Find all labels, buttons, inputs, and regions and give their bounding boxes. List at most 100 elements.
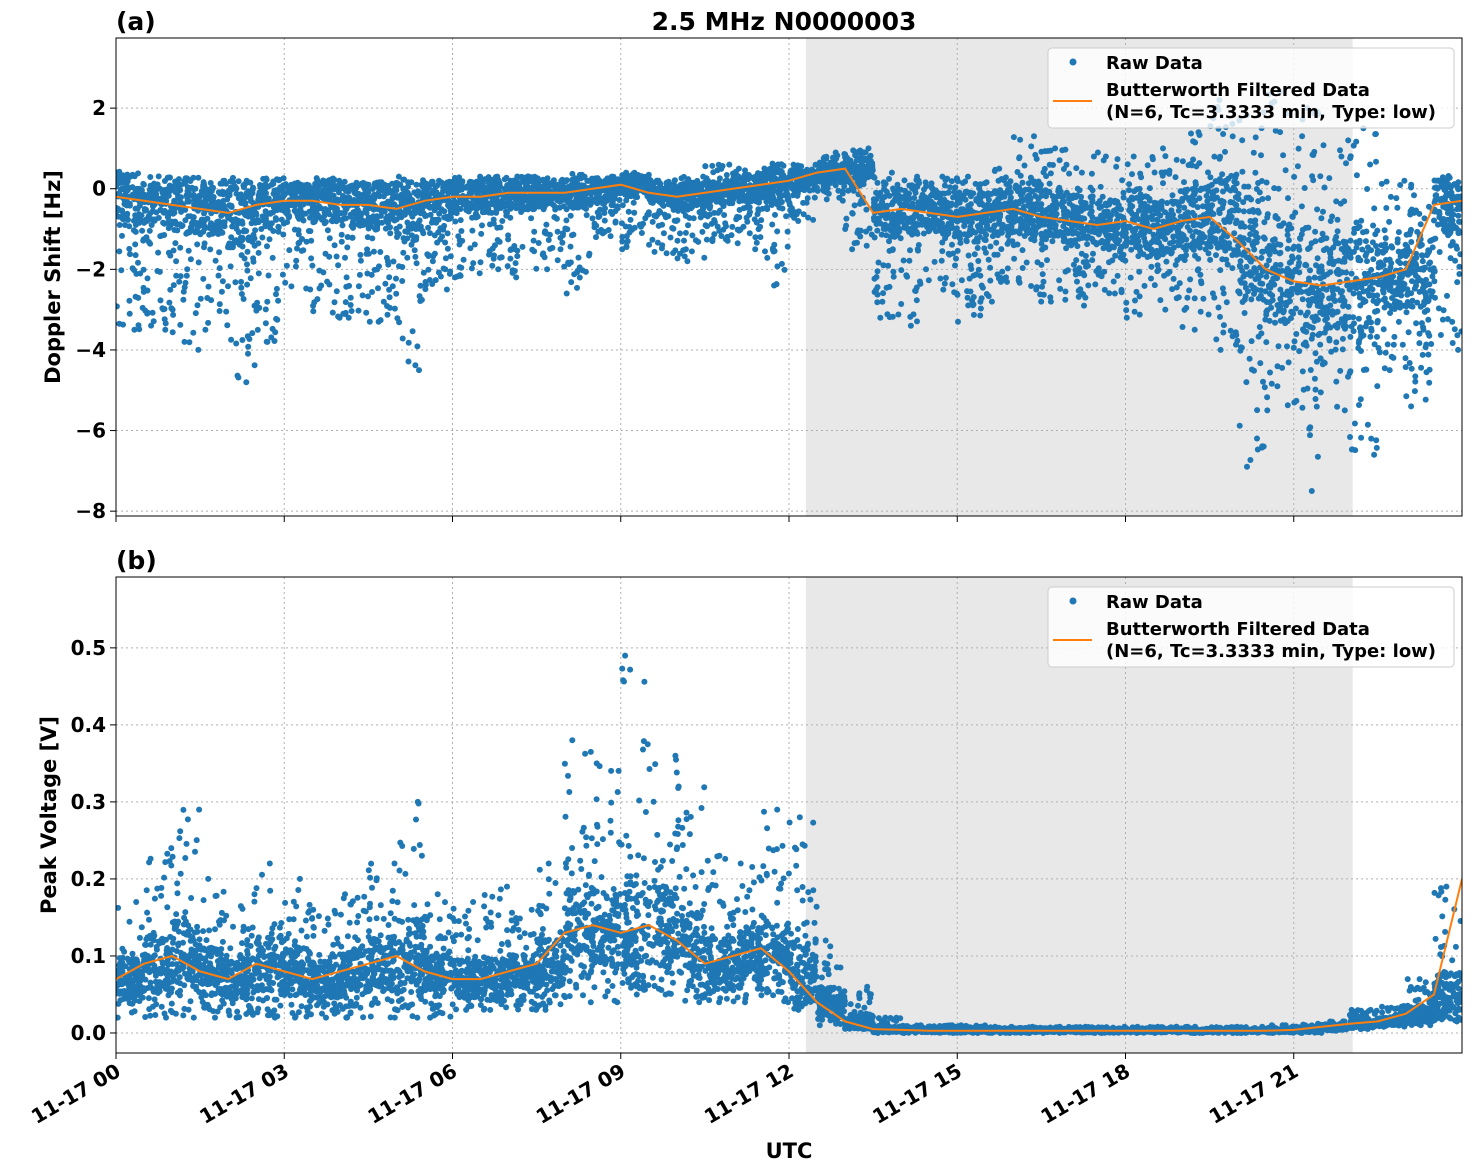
raw-data-point (975, 258, 982, 264)
raw-data-point (133, 270, 140, 277)
raw-data-point (155, 196, 162, 203)
raw-data-point (400, 249, 407, 256)
raw-data-point (468, 179, 475, 186)
raw-data-point (291, 226, 298, 233)
raw-data-point (311, 299, 318, 306)
raw-data-point (674, 217, 681, 224)
raw-data-point (1088, 228, 1095, 235)
raw-data-point (773, 281, 780, 288)
raw-data-point (165, 214, 172, 221)
raw-data-point (855, 227, 862, 234)
y-tick-label: −8 (75, 499, 106, 523)
raw-data-point (326, 194, 333, 201)
raw-data-point (991, 251, 998, 258)
raw-data-point (172, 240, 179, 247)
raw-data-point (366, 318, 373, 325)
raw-data-point (380, 193, 387, 200)
raw-data-point (266, 236, 273, 243)
raw-data-point (757, 223, 764, 230)
raw-data-point (173, 272, 180, 279)
raw-data-point (771, 241, 778, 248)
raw-data-point (247, 179, 254, 186)
raw-data-point (165, 225, 172, 232)
raw-data-point (987, 264, 994, 271)
raw-data-point (1067, 212, 1074, 219)
raw-data-point (871, 275, 878, 282)
raw-data-point (273, 315, 280, 322)
raw-data-point (852, 152, 859, 159)
raw-data-point (949, 281, 956, 288)
raw-data-point (1063, 245, 1070, 252)
raw-data-point (710, 180, 716, 187)
raw-data-point (314, 184, 321, 191)
raw-data-point (645, 171, 652, 178)
raw-data-point (681, 237, 687, 244)
raw-data-point (190, 329, 197, 336)
raw-data-point (308, 255, 315, 262)
raw-data-point (471, 241, 478, 248)
raw-data-point (1066, 170, 1073, 177)
raw-data-point (627, 191, 634, 198)
raw-data-point (889, 201, 896, 207)
raw-data-point (887, 233, 894, 240)
raw-data-point (223, 180, 229, 187)
raw-data-point (305, 228, 312, 234)
raw-data-point (405, 183, 411, 190)
raw-data-point (538, 183, 545, 190)
raw-data-point (938, 227, 944, 234)
raw-data-point (252, 227, 259, 234)
raw-data-point (630, 199, 637, 206)
y-tick-label: −2 (75, 257, 106, 281)
raw-data-point (452, 204, 459, 211)
raw-data-point (384, 311, 391, 318)
raw-data-point (259, 234, 266, 241)
raw-data-point (251, 362, 258, 369)
raw-data-point (480, 180, 486, 187)
raw-data-point (352, 208, 359, 215)
raw-data-point (1059, 203, 1066, 210)
raw-data-point (239, 337, 246, 343)
raw-data-point (949, 241, 955, 248)
raw-data-point (752, 234, 759, 241)
raw-data-point (470, 197, 477, 204)
raw-data-point (425, 185, 432, 191)
raw-data-point (842, 177, 849, 184)
raw-data-point (954, 247, 961, 254)
raw-data-point (387, 224, 393, 231)
raw-data-point (1070, 261, 1077, 268)
raw-data-point (155, 249, 162, 256)
raw-data-point (238, 291, 245, 297)
raw-data-point (295, 208, 302, 215)
raw-data-point (208, 197, 214, 203)
raw-data-point (979, 284, 986, 291)
raw-data-point (416, 293, 423, 300)
raw-data-point (201, 210, 207, 217)
raw-data-point (973, 271, 980, 278)
raw-data-point (562, 225, 569, 232)
raw-data-point (382, 280, 389, 287)
raw-data-point (1021, 162, 1028, 169)
raw-data-point (275, 297, 282, 304)
raw-data-point (770, 188, 777, 195)
raw-data-point (1039, 271, 1046, 278)
raw-data-point (146, 227, 153, 234)
raw-data-point (703, 236, 710, 243)
raw-data-point (420, 269, 427, 276)
raw-data-point (484, 205, 491, 212)
raw-data-point (778, 186, 785, 193)
raw-data-point (351, 222, 358, 229)
raw-data-point (1067, 239, 1074, 246)
raw-data-point (159, 305, 166, 312)
raw-data-point (254, 299, 261, 306)
raw-data-point (667, 234, 674, 241)
raw-data-point (294, 179, 301, 186)
raw-data-point (176, 278, 183, 285)
raw-data-point (444, 245, 451, 252)
raw-data-point (239, 236, 246, 243)
raw-data-point (863, 228, 869, 235)
raw-data-point (669, 225, 676, 231)
raw-data-point (583, 212, 590, 219)
raw-data-point (215, 218, 222, 225)
raw-data-point (669, 183, 676, 190)
raw-data-point (308, 237, 315, 244)
